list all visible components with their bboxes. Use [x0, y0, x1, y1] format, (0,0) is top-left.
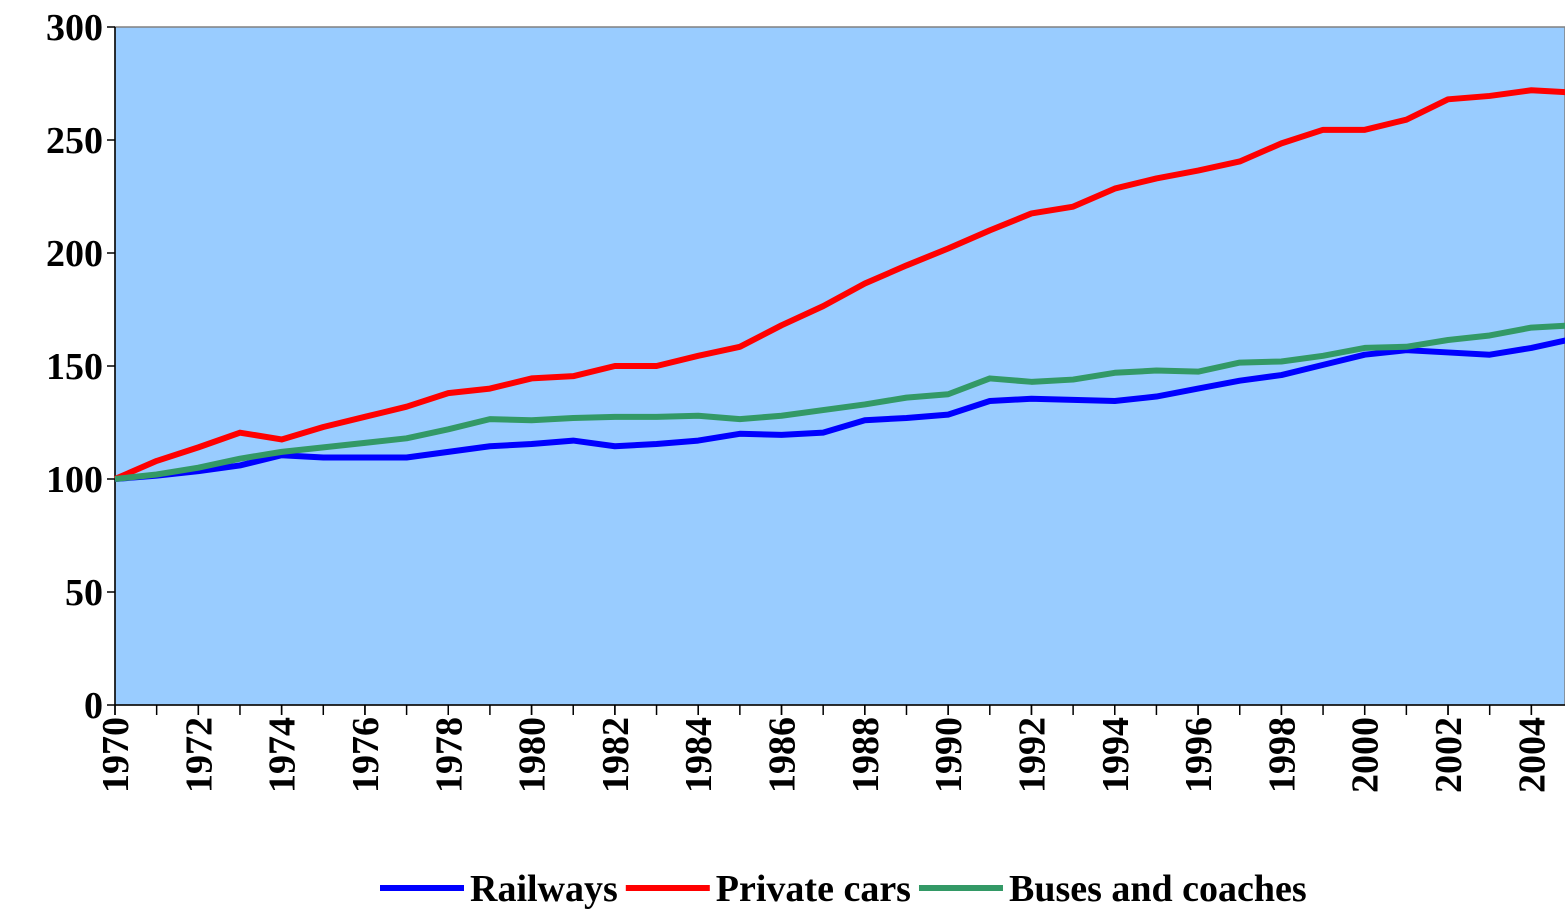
- y-tick-label: 250: [46, 120, 103, 162]
- legend-label: Buses and coaches: [1009, 868, 1307, 910]
- x-tick-label: 1988: [845, 717, 887, 793]
- x-tick-label: 1976: [345, 717, 387, 793]
- y-tick-label: 150: [46, 346, 103, 388]
- line-series: [113, 87, 1565, 482]
- x-tick-label: 1974: [262, 717, 304, 793]
- x-tick-label: 2002: [1428, 717, 1470, 793]
- y-tick-label: 300: [46, 7, 103, 49]
- legend-label: Railways: [470, 868, 618, 910]
- x-tick-label: 1996: [1178, 717, 1220, 793]
- x-tick-label: 1994: [1095, 717, 1137, 793]
- legend-label: Private cars: [716, 868, 911, 910]
- x-tick-label: 1984: [678, 717, 720, 793]
- x-tick-label: 1970: [95, 717, 137, 793]
- line-series: [114, 322, 1565, 482]
- x-tick-label: 2000: [1345, 717, 1387, 793]
- x-tick-label: 2004: [1511, 717, 1553, 793]
- line-series: [114, 337, 1565, 482]
- x-tick-label: 1978: [428, 717, 470, 793]
- x-tick-label: 1980: [512, 717, 554, 793]
- x-tick-label: 1990: [928, 717, 970, 793]
- y-tick-label: 50: [65, 572, 103, 614]
- y-tick-label: 200: [46, 233, 103, 275]
- plot-lines: [113, 87, 1565, 482]
- x-tick-label: 1998: [1261, 717, 1303, 793]
- y-tick-label: 0: [84, 685, 103, 727]
- x-tick-label: 1982: [595, 717, 637, 793]
- x-tick-label: 1992: [1011, 717, 1053, 793]
- x-tick-label: 1972: [178, 717, 220, 793]
- x-tick-label: 1986: [762, 717, 804, 793]
- y-tick-label: 100: [46, 459, 103, 501]
